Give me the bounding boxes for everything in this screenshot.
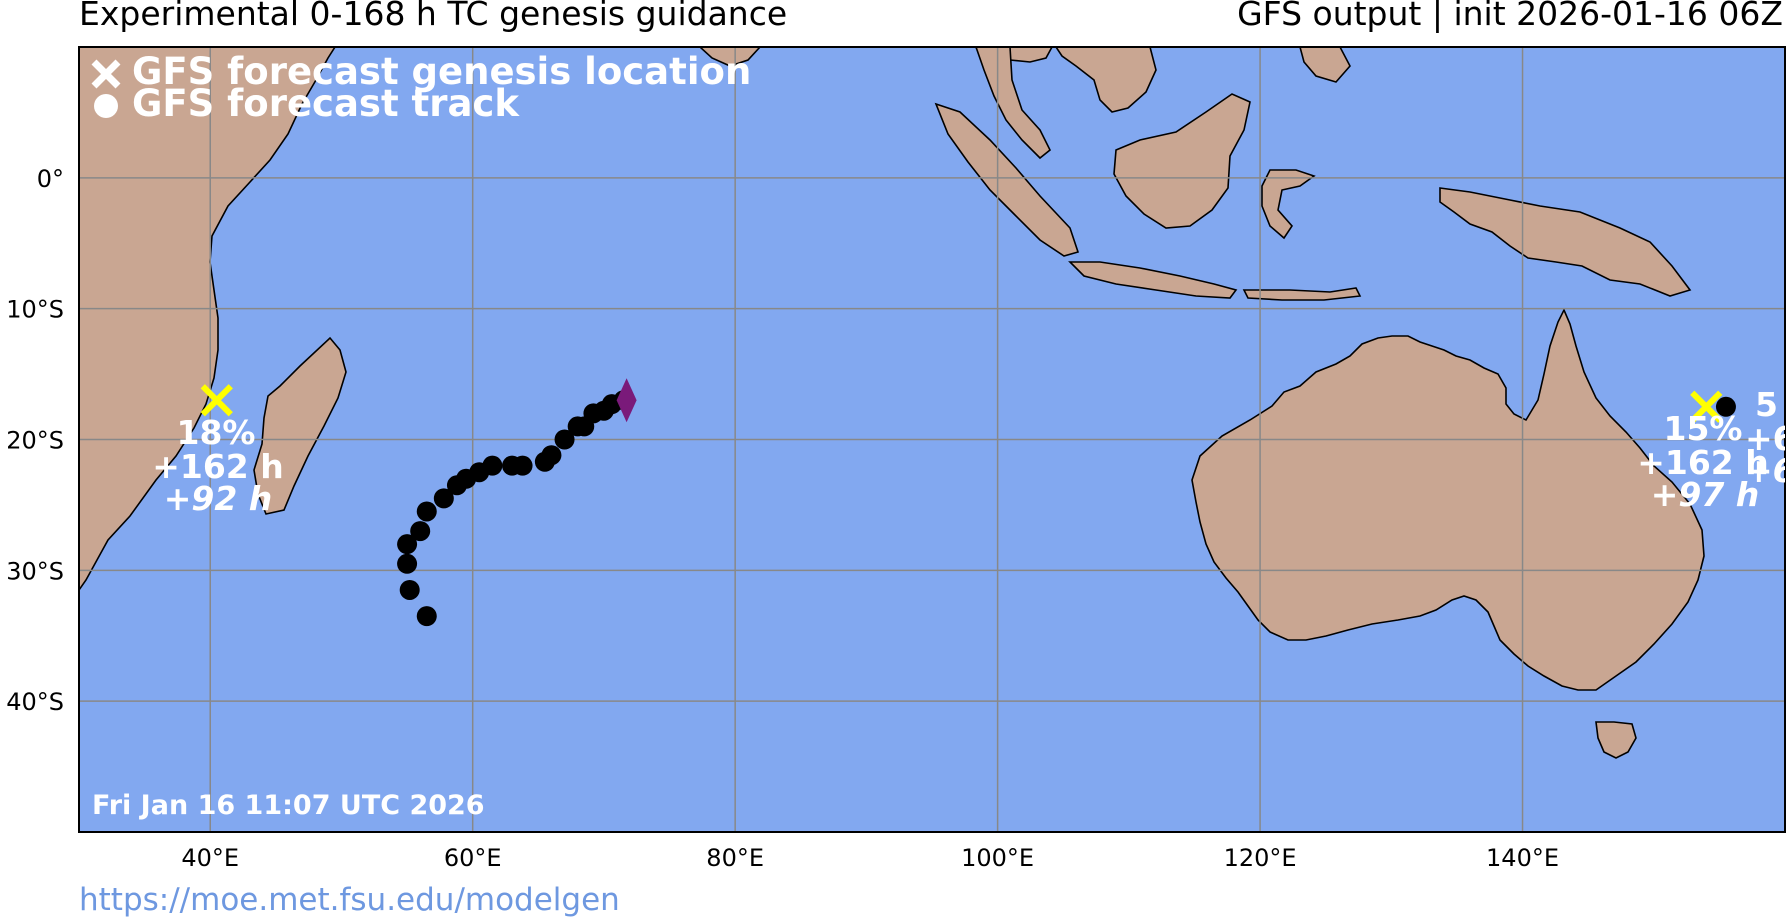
legend-track-label: GFS forecast track [132, 82, 520, 125]
lon-label: 80°E [706, 844, 764, 872]
land-indochina [1055, 47, 1157, 113]
track-point [554, 429, 575, 450]
map-frame [78, 46, 1786, 833]
system-3-lead-time-clipped: +6 [1745, 419, 1786, 458]
land-sumatra [934, 102, 1080, 257]
source-url-link[interactable]: https://moe.met.fsu.edu/modelgen [79, 882, 620, 918]
legend-genesis-x-icon [91, 59, 121, 89]
track-point [433, 488, 454, 509]
lat-label: 0° [37, 165, 64, 193]
track-point [399, 579, 420, 600]
legend-genesis-label: GFS forecast genesis location [132, 50, 751, 93]
land-sulawesi [1261, 169, 1316, 240]
land-new-guinea [1439, 187, 1692, 297]
track-point [482, 455, 503, 476]
system-2-probability: 15% [1664, 409, 1743, 448]
land-layer [79, 47, 1705, 759]
lon-label: 120°E [1224, 844, 1297, 872]
land-borneo [1113, 93, 1251, 229]
map-title: Experimental 0-168 h TC genesis guidance [79, 0, 788, 33]
system-2-lead-time: +162 h [1637, 443, 1769, 482]
current-position-diamond-icon [616, 378, 637, 423]
lon-label: 60°E [444, 844, 502, 872]
lon-labels: 40°E 60°E 80°E 100°E 120°E 140°E [181, 844, 1559, 872]
land-java [1068, 261, 1238, 299]
genesis-x-icon [200, 384, 233, 417]
timestamp: Fri Jan 16 11:07 UTC 2026 [92, 790, 485, 821]
track-point [541, 445, 562, 466]
system-1-probability: 18% [177, 413, 256, 452]
land-philippines [1299, 47, 1351, 83]
land-australia [1191, 308, 1705, 691]
land-arabia [698, 47, 762, 67]
system-1-lead-time: +162 h [152, 447, 284, 486]
track-point [416, 501, 437, 522]
forecast-tracks [200, 378, 1736, 627]
system-1-labels: 18% +162 h +92 h [152, 413, 284, 518]
track-point [512, 455, 533, 476]
lat-label: 20°S [6, 427, 64, 455]
legend: GFS forecast genesis location GFS foreca… [91, 50, 751, 125]
lon-label: 140°E [1486, 844, 1559, 872]
system-3-probability-clipped: 5 [1755, 385, 1778, 424]
system-3-genesis-time-clipped: +6 [1745, 451, 1786, 490]
legend-track-dot-icon [94, 94, 118, 118]
track-point [1715, 396, 1736, 417]
lat-label: 40°S [6, 688, 64, 716]
lon-label: 40°E [181, 844, 239, 872]
track-point [397, 534, 418, 555]
model-init-label: GFS output | init 2026-01-16 06Z [1237, 0, 1783, 33]
gridlines [79, 47, 1785, 832]
land-madagascar [253, 336, 347, 515]
system-1-genesis-time: +92 h [164, 479, 273, 518]
land-tasmania [1595, 721, 1637, 759]
land-africa [79, 47, 336, 592]
lat-labels: 0° 10°S 20°S 30°S 40°S [6, 165, 64, 716]
lon-label: 100°E [961, 844, 1034, 872]
lat-label: 30°S [6, 557, 64, 585]
land-malay-peninsula [975, 47, 1052, 160]
system-2-labels: 15% +162 h +97 h 5 +6 +6 [1637, 385, 1786, 514]
lat-label: 10°S [6, 296, 64, 324]
genesis-x-icon [1690, 390, 1723, 423]
track-point [410, 521, 431, 542]
system-2-genesis-time: +97 h [1651, 475, 1760, 514]
land-lesser-sunda [1242, 287, 1362, 301]
track-point [416, 606, 437, 627]
track-point [397, 553, 418, 574]
